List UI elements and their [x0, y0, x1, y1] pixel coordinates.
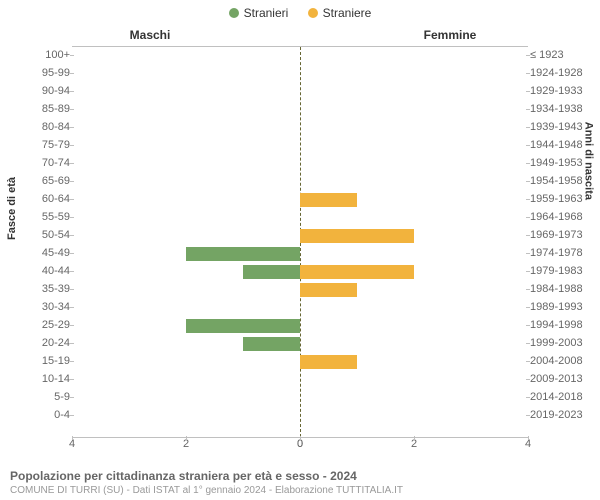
- age-label: 70-74: [0, 154, 70, 172]
- pyramid-row: [72, 389, 528, 407]
- age-label: 20-24: [0, 334, 70, 352]
- bar-female: [300, 229, 414, 243]
- legend-male-swatch: [229, 8, 239, 18]
- legend-male-label: Stranieri: [244, 6, 289, 20]
- year-label: 2004-2008: [530, 352, 600, 370]
- legend: Stranieri Straniere: [0, 6, 600, 21]
- pyramid-row: [72, 317, 528, 335]
- year-label: 1954-1958: [530, 172, 600, 190]
- age-label: 25-29: [0, 316, 70, 334]
- legend-male: Stranieri: [229, 6, 289, 20]
- pyramid-row: [72, 119, 528, 137]
- year-label: 1964-1968: [530, 208, 600, 226]
- year-label: 1974-1978: [530, 244, 600, 262]
- pyramid-row: [72, 83, 528, 101]
- y-axis-right-labels: ≤ 19231924-19281929-19331934-19381939-19…: [530, 46, 600, 436]
- pyramid-row: [72, 263, 528, 281]
- year-label: 2019-2023: [530, 406, 600, 424]
- year-label: 2014-2018: [530, 388, 600, 406]
- year-label: 1929-1933: [530, 82, 600, 100]
- bar-male: [243, 337, 300, 351]
- bar-female: [300, 283, 357, 297]
- year-label: 1984-1988: [530, 280, 600, 298]
- pyramid-row: [72, 281, 528, 299]
- chart-title: Popolazione per cittadinanza straniera p…: [10, 469, 403, 483]
- year-label: 2009-2013: [530, 370, 600, 388]
- chart-subtitle: COMUNE DI TURRI (SU) - Dati ISTAT al 1° …: [10, 485, 403, 496]
- pyramid-row: [72, 191, 528, 209]
- year-label: 1944-1948: [530, 136, 600, 154]
- bar-female: [300, 193, 357, 207]
- year-label: 1959-1963: [530, 190, 600, 208]
- pyramid-row: [72, 101, 528, 119]
- legend-female-label: Straniere: [323, 6, 372, 20]
- age-label: 5-9: [0, 388, 70, 406]
- year-label: 1999-2003: [530, 334, 600, 352]
- age-label: 40-44: [0, 262, 70, 280]
- pyramid-row: [72, 65, 528, 83]
- age-label: 15-19: [0, 352, 70, 370]
- plot-area: [72, 46, 528, 438]
- year-label: 1949-1953: [530, 154, 600, 172]
- pyramid-row: [72, 227, 528, 245]
- pyramid-row: [72, 407, 528, 425]
- pyramid-row: [72, 245, 528, 263]
- pyramid-row: [72, 209, 528, 227]
- age-label: 0-4: [0, 406, 70, 424]
- age-label: 95-99: [0, 64, 70, 82]
- year-label: 1979-1983: [530, 262, 600, 280]
- age-label: 65-69: [0, 172, 70, 190]
- bar-male: [186, 319, 300, 333]
- chart-footer: Popolazione per cittadinanza straniera p…: [10, 469, 403, 496]
- age-label: 10-14: [0, 370, 70, 388]
- age-label: 35-39: [0, 280, 70, 298]
- year-label: 1939-1943: [530, 118, 600, 136]
- age-label: 90-94: [0, 82, 70, 100]
- year-label: ≤ 1923: [530, 46, 600, 64]
- year-label: 1924-1928: [530, 64, 600, 82]
- age-label: 85-89: [0, 100, 70, 118]
- age-label: 55-59: [0, 208, 70, 226]
- year-label: 1934-1938: [530, 100, 600, 118]
- legend-female-swatch: [308, 8, 318, 18]
- x-axis-labels: 420024: [72, 438, 528, 454]
- year-label: 1989-1993: [530, 298, 600, 316]
- population-pyramid-chart: Stranieri Straniere Maschi Femmine Fasce…: [0, 0, 600, 500]
- age-label: 60-64: [0, 190, 70, 208]
- pyramid-row: [72, 335, 528, 353]
- age-label: 75-79: [0, 136, 70, 154]
- pyramid-row: [72, 371, 528, 389]
- age-label: 80-84: [0, 118, 70, 136]
- age-label: 45-49: [0, 244, 70, 262]
- pyramid-row: [72, 155, 528, 173]
- pyramid-row: [72, 47, 528, 65]
- pyramid-row: [72, 353, 528, 371]
- y-axis-left-labels: 100+95-9990-9485-8980-8475-7970-7465-696…: [0, 46, 70, 436]
- pyramid-row: [72, 173, 528, 191]
- pyramid-row: [72, 299, 528, 317]
- age-label: 30-34: [0, 298, 70, 316]
- column-header-female: Femmine: [300, 28, 600, 42]
- bar-male: [186, 247, 300, 261]
- bar-male: [243, 265, 300, 279]
- bar-female: [300, 355, 357, 369]
- year-label: 1969-1973: [530, 226, 600, 244]
- age-label: 100+: [0, 46, 70, 64]
- column-header-male: Maschi: [0, 28, 300, 42]
- pyramid-row: [72, 137, 528, 155]
- age-label: 50-54: [0, 226, 70, 244]
- year-label: 1994-1998: [530, 316, 600, 334]
- legend-female: Straniere: [308, 6, 372, 20]
- bar-female: [300, 265, 414, 279]
